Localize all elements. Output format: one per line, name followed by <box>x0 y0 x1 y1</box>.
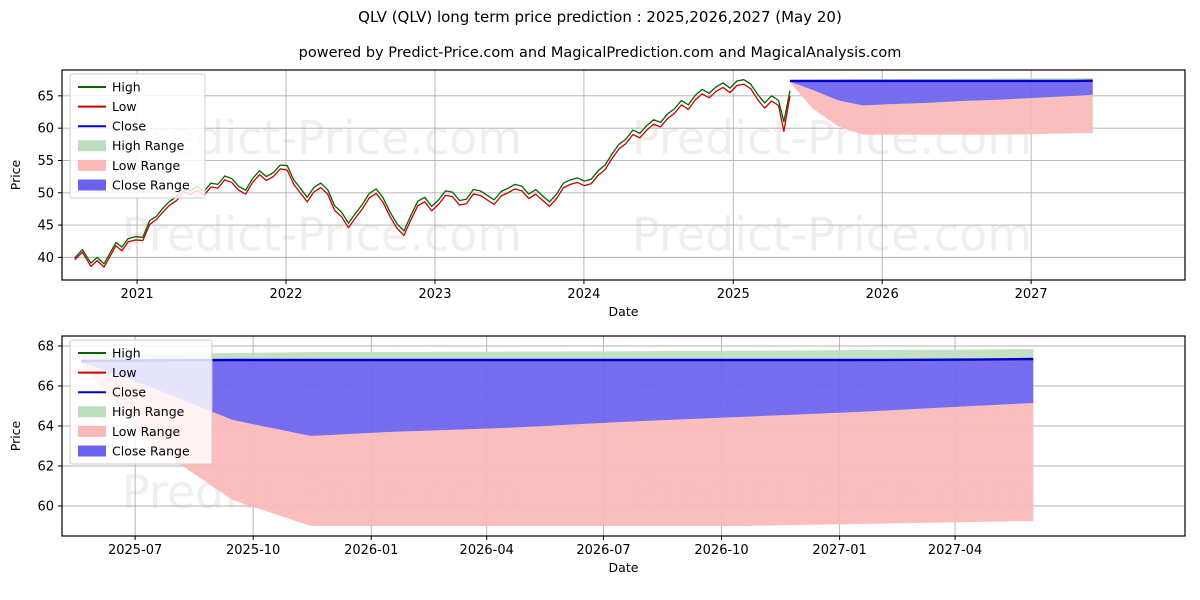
y-axis-title: Price <box>8 159 23 190</box>
x-tick-label: 2024 <box>567 287 600 302</box>
legend-item-label: Low Range <box>112 424 181 439</box>
x-tick-label: 2022 <box>269 287 302 302</box>
x-tick-label: 2021 <box>121 287 154 302</box>
legend-item[interactable]: High <box>78 79 141 94</box>
y-tick-label: 65 <box>37 89 54 104</box>
legend-item[interactable]: Close Range <box>78 177 190 192</box>
legend: High Low Close High Range Low Range Close Ran… <box>69 339 213 465</box>
band-close-range <box>81 359 1034 436</box>
band-high-range <box>81 349 1034 361</box>
legend-item-label: High Range <box>112 138 185 153</box>
legend-patch-swatch <box>78 140 106 152</box>
x-tick-label: 2025-07 <box>108 543 162 558</box>
band-low-range <box>81 362 1034 526</box>
x-tick-label: 2027-04 <box>928 543 982 558</box>
legend-item[interactable]: Low <box>78 365 137 380</box>
figure-title: QLV (QLV) long term price prediction : 2… <box>358 8 842 26</box>
series-group <box>81 357 1034 363</box>
x-tick-label: 2026 <box>866 287 899 302</box>
x-axis-title: Date <box>609 560 639 575</box>
legend-item-label: High <box>112 345 141 360</box>
y-tick-label: 64 <box>37 420 54 435</box>
legend: High Low Close High Range Low Range Close Ran… <box>69 73 206 199</box>
legend-item[interactable]: High Range <box>78 138 185 153</box>
legend-item-label: Close <box>112 119 146 134</box>
legend-item[interactable]: Close <box>78 385 146 400</box>
legend-item-label: Close <box>112 385 146 400</box>
x-tick-label: 2026-01 <box>344 543 398 558</box>
x-axis-title: Date <box>609 304 639 319</box>
legend-patch-swatch <box>78 445 106 457</box>
y-tick-label: 66 <box>37 380 54 395</box>
legend-patch-swatch <box>78 179 106 191</box>
y-tick-label: 60 <box>37 500 54 515</box>
legend-item[interactable]: Low Range <box>78 424 181 439</box>
legend-patch-swatch <box>78 406 106 418</box>
legend-item[interactable]: Low <box>78 99 137 114</box>
y-tick-label: 50 <box>37 186 54 201</box>
watermark-text: Predict-Price.com <box>122 208 522 262</box>
y-tick-label: 68 <box>37 340 54 355</box>
bands-group <box>81 349 1034 526</box>
legend-patch-swatch <box>78 425 106 437</box>
legend-item-label: Low Range <box>112 158 181 173</box>
plot-frame <box>61 335 1186 537</box>
figure-subtitle: powered by Predict-Price.com and Magical… <box>298 45 902 61</box>
watermark-text: Predict-Price.com <box>632 208 1032 262</box>
legend-item[interactable]: Low Range <box>78 158 181 173</box>
legend-item-label: Low <box>112 365 137 380</box>
y-tick-label: 60 <box>37 122 54 137</box>
band-close-range <box>789 80 1093 106</box>
x-tick-label: 2025-10 <box>226 543 280 558</box>
plot-frame <box>61 69 1186 281</box>
x-tick-label: 2026-10 <box>694 543 748 558</box>
bottom-chart: Predict-Price.comPredict-Price.comPredic… <box>8 335 1186 575</box>
y-axis-title: Price <box>8 420 23 451</box>
y-tick-label: 40 <box>37 251 54 266</box>
legend-item-label: High <box>112 79 141 94</box>
x-tick-label: 2026-07 <box>576 543 630 558</box>
band-low-range <box>789 81 1093 135</box>
series-line-close <box>81 357 1034 363</box>
y-tick-label: 55 <box>37 154 54 169</box>
legend-item-label: Close Range <box>112 177 190 192</box>
legend-item-label: Low <box>112 99 137 114</box>
x-tick-label: 2026-04 <box>460 543 514 558</box>
legend-item[interactable]: Close <box>78 119 146 134</box>
x-tick-label: 2027 <box>1015 287 1048 302</box>
legend-item[interactable]: High <box>78 345 141 360</box>
x-tick-label: 2023 <box>418 287 451 302</box>
legend-item-label: Close Range <box>112 443 190 458</box>
x-tick-label: 2025 <box>717 287 750 302</box>
x-tick-label: 2027-01 <box>812 543 866 558</box>
legend-patch-swatch <box>78 159 106 171</box>
legend-item-label: High Range <box>112 404 185 419</box>
legend-item[interactable]: High Range <box>78 404 185 419</box>
top-chart: Predict-Price.com Predict-Price.comPredic… <box>8 69 1186 319</box>
y-tick-label: 45 <box>37 219 54 234</box>
legend-item[interactable]: Close Range <box>78 443 190 458</box>
y-tick-label: 62 <box>37 460 54 475</box>
